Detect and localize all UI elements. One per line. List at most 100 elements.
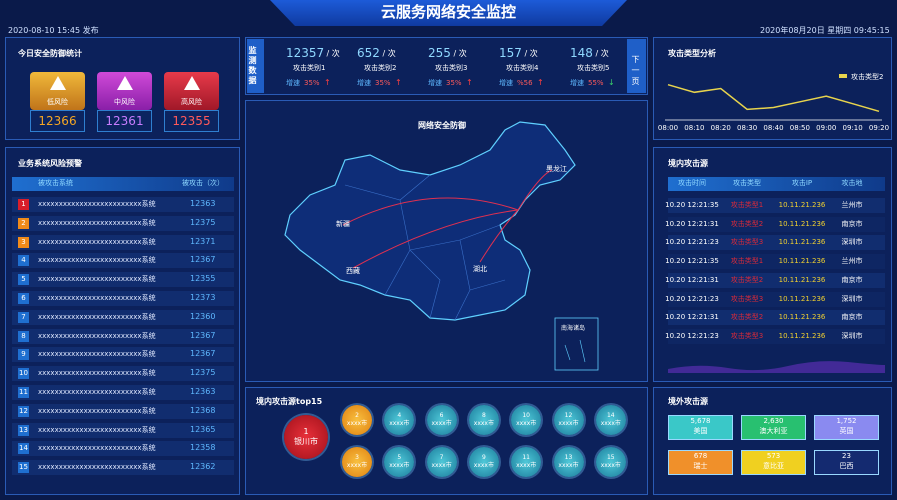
system-name: xxxxxxxxxxxxxxxxxxxxxxxxx系统 bbox=[38, 275, 156, 284]
wave-decoration bbox=[668, 361, 885, 373]
city-rank: 10 bbox=[522, 412, 530, 419]
growth-label: 增速 bbox=[286, 79, 300, 87]
system-name: xxxxxxxxxxxxxxxxxxxxxxxxx系统 bbox=[38, 425, 156, 434]
table-header: 攻击时间 bbox=[678, 179, 706, 187]
attack-count: 12375 bbox=[190, 217, 216, 227]
city-name: xxxx市 bbox=[389, 462, 410, 469]
monitor-panel bbox=[245, 37, 648, 95]
growth-value: 55% bbox=[588, 79, 604, 87]
country-box bbox=[668, 415, 733, 440]
attack-line bbox=[479, 209, 519, 263]
rank-box bbox=[18, 274, 29, 286]
map-label: 湖北 bbox=[473, 265, 487, 273]
cell: 10.20 12:21:23 bbox=[665, 238, 719, 247]
rank: 5 bbox=[21, 275, 26, 284]
attack-count: 12355 bbox=[190, 274, 216, 284]
city-rank: 11 bbox=[522, 454, 530, 461]
growth-value: 35% bbox=[446, 79, 462, 87]
city-name: xxxx市 bbox=[600, 420, 621, 427]
country-value: 573 bbox=[766, 452, 781, 460]
system-name: xxxxxxxxxxxxxxxxxxxxxxxxx系统 bbox=[38, 369, 156, 378]
monitor-name: 攻击类别1 bbox=[293, 64, 326, 72]
cell: 10.11.21.236 bbox=[778, 294, 826, 303]
table-header: 攻击IP bbox=[791, 179, 813, 187]
row-bg bbox=[12, 197, 234, 212]
x-tick-label: 09:20 bbox=[869, 124, 889, 132]
x-tick-label: 08:40 bbox=[763, 124, 783, 132]
current-time: 2020年08月20日 星期四 09:45:15 bbox=[760, 26, 890, 35]
series-line bbox=[667, 83, 880, 113]
rank: 10 bbox=[19, 369, 28, 378]
city-rank: 8 bbox=[481, 412, 486, 419]
cell: 攻击类型2 bbox=[730, 275, 764, 284]
country-value: 2,630 bbox=[763, 417, 784, 425]
badge-value-box bbox=[164, 110, 219, 132]
badge-value: 12366 bbox=[38, 114, 77, 128]
cell: 攻击类型2 bbox=[730, 313, 764, 322]
warn-icon bbox=[50, 76, 66, 90]
row-bg bbox=[668, 254, 885, 270]
growth-arrow: ↑ bbox=[324, 78, 331, 87]
attack-count: 12365 bbox=[190, 424, 216, 434]
rank-box bbox=[18, 236, 29, 248]
rank: 3 bbox=[21, 237, 26, 246]
cell: 兰州市 bbox=[841, 201, 863, 209]
attack-count: 12362 bbox=[190, 462, 216, 472]
table-header-bg bbox=[668, 177, 885, 191]
row-bg bbox=[12, 309, 234, 325]
cell: 10.11.21.236 bbox=[778, 275, 826, 284]
growth-arrow: ↓ bbox=[608, 78, 615, 87]
city-name: xxxx市 bbox=[431, 420, 452, 427]
country-box bbox=[668, 450, 733, 475]
badge-value: 12361 bbox=[105, 114, 144, 128]
cell: 南京市 bbox=[841, 219, 863, 228]
city-rank: 4 bbox=[397, 412, 402, 419]
badge-label: 低风险 bbox=[47, 98, 68, 106]
cell: 攻击类型1 bbox=[730, 201, 764, 209]
x-tick-label: 08:50 bbox=[790, 124, 810, 132]
row-bg bbox=[12, 403, 234, 419]
city-rank: 2 bbox=[355, 412, 359, 419]
city-circle bbox=[384, 405, 415, 435]
monitor-unit: / 次 bbox=[595, 49, 609, 58]
rank: 1 bbox=[21, 200, 26, 208]
cell: 10.20 12:21:23 bbox=[665, 294, 719, 303]
rank-box bbox=[18, 349, 29, 361]
legend-label: 攻击类型2 bbox=[851, 72, 883, 81]
city-name: xxxx市 bbox=[473, 462, 494, 469]
city-name: xxxx市 bbox=[600, 462, 621, 469]
growth-value: 35% bbox=[375, 79, 391, 87]
system-name: xxxxxxxxxxxxxxxxxxxxxxxxx系统 bbox=[38, 388, 156, 396]
rank-box bbox=[18, 217, 29, 229]
system-name: xxxxxxxxxxxxxxxxxxxxxxxxx系统 bbox=[38, 237, 156, 246]
city-circle bbox=[595, 405, 626, 435]
map-inset-label: 南海诸岛 bbox=[561, 325, 586, 332]
attack-count: 12363 bbox=[190, 199, 216, 208]
cell: 10.20 12:21:31 bbox=[665, 313, 719, 322]
system-name: xxxxxxxxxxxxxxxxxxxxxxxxx系统 bbox=[38, 444, 156, 453]
attack-count: 12363 bbox=[190, 387, 216, 396]
table-header: 被攻击系统 bbox=[38, 179, 73, 187]
wave bbox=[668, 361, 885, 373]
rank: 12 bbox=[19, 406, 28, 415]
row-bg bbox=[12, 328, 234, 344]
rank-box bbox=[18, 330, 29, 342]
country-value: 23 bbox=[842, 452, 851, 460]
growth-label: 增速 bbox=[499, 79, 513, 87]
city-name: xxxx市 bbox=[389, 420, 410, 427]
line-chart: 08:00 08:10 08:20 08:30 08:40 08:50 09:00 09:10… bbox=[658, 72, 889, 132]
title-banner bbox=[270, 0, 627, 26]
next-page[interactable]: 下一页 bbox=[631, 55, 640, 88]
city-circle bbox=[342, 447, 372, 477]
cell: 深圳市 bbox=[841, 331, 863, 340]
map-outline bbox=[284, 121, 576, 321]
growth-arrow: ↑ bbox=[395, 78, 402, 87]
attack-count: 12360 bbox=[190, 311, 216, 321]
cell: 深圳市 bbox=[841, 238, 863, 247]
legend-swatch bbox=[839, 74, 847, 78]
row-bg bbox=[668, 235, 885, 251]
province-lines bbox=[344, 174, 506, 321]
row-bg bbox=[668, 291, 885, 307]
city-circle bbox=[468, 447, 499, 477]
